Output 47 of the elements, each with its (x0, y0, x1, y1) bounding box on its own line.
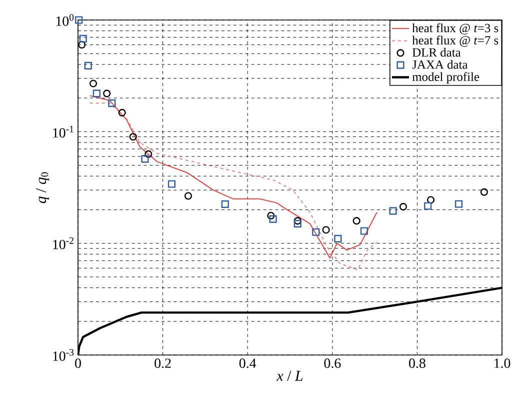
x-tick-label: 0.6 (324, 358, 341, 368)
point (454, 200, 463, 208)
legend-label: model profile (412, 72, 480, 84)
point (89, 80, 98, 88)
point (103, 90, 111, 98)
legend-label: DLR data (412, 48, 461, 57)
legend-label: heat flux @ t=3 s (412, 23, 498, 35)
point (144, 150, 152, 158)
point (75, 16, 83, 24)
point (221, 200, 229, 208)
point (92, 90, 100, 98)
point (312, 228, 320, 236)
point (334, 234, 342, 242)
y-tick-label: 10$^{0}$ (56, 14, 74, 26)
point (424, 202, 432, 210)
point (267, 212, 275, 220)
point (480, 188, 488, 196)
point (352, 217, 360, 225)
y-tick-label: 10$^{-3}$ (53, 349, 74, 361)
point (129, 132, 137, 141)
x-tick-label: 0.4 (239, 358, 256, 368)
y-tick-label: 10$^{-2}$ (53, 237, 74, 250)
point (269, 215, 277, 223)
legend-label: heat flux @ t=7 s (412, 36, 498, 47)
x-tick-label: 0.8 (409, 358, 426, 368)
y-axis-title: q / q$_{0}$ (36, 172, 50, 204)
point (294, 217, 302, 225)
y-tick-label: 10$^{-1}$ (53, 126, 74, 138)
x-tick-label: 0.2 (154, 358, 171, 368)
point (84, 62, 92, 70)
point (118, 108, 126, 116)
point (141, 155, 149, 163)
point (108, 99, 116, 107)
point (399, 202, 407, 210)
x-axis-title: x / L (276, 370, 303, 381)
x-tick-label: 1.0 (494, 358, 510, 368)
point (78, 40, 86, 49)
legend-label: JAXA data (412, 60, 468, 69)
point (168, 180, 176, 188)
point (360, 227, 368, 235)
point (322, 226, 330, 234)
point (184, 192, 192, 200)
point (426, 196, 435, 204)
point (294, 220, 302, 228)
x-tick-label: 0 (75, 358, 81, 368)
point (389, 207, 397, 215)
point (79, 34, 87, 42)
